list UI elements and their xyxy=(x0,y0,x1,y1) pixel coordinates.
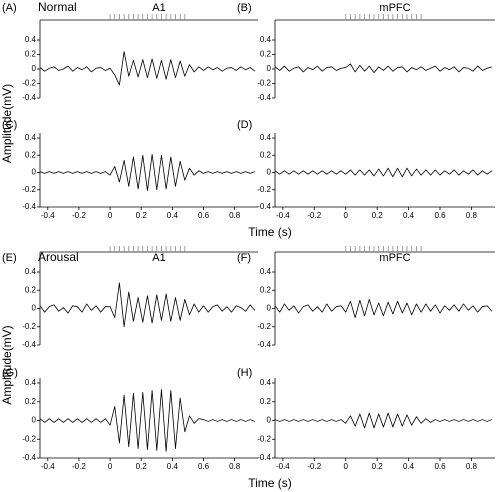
y-tick-label: 0 xyxy=(267,64,272,73)
x-tick-label: -0.2 xyxy=(72,462,86,471)
panel-label: (B) xyxy=(237,2,252,14)
x-tick-label: 0.8 xyxy=(466,211,478,220)
y-tick-label: 0.2 xyxy=(25,285,37,294)
y-tick-label: -0.4 xyxy=(22,202,36,211)
panel-label: (D) xyxy=(237,119,252,131)
x-tick-label: 0.2 xyxy=(372,462,384,471)
y-tick-label: 0.2 xyxy=(260,50,272,59)
y-tick-label: 0.4 xyxy=(260,35,272,44)
x-tick-label: 0 xyxy=(343,211,348,220)
y-tick-label: 0.2 xyxy=(25,150,37,159)
x-tick-label: -0.4 xyxy=(276,211,290,220)
y-tick-label: 0.4 xyxy=(25,35,37,44)
trace xyxy=(274,412,493,429)
condition-label: Normal xyxy=(38,0,77,14)
y-tick-label: 0.4 xyxy=(260,267,272,276)
y-tick-label: -0.2 xyxy=(22,322,36,331)
x-tick-label: -0.2 xyxy=(72,211,86,220)
y-tick-label: -0.2 xyxy=(22,434,36,443)
x-tick-label: -0.2 xyxy=(307,462,321,471)
y-tick-label: 0 xyxy=(32,304,37,313)
y-tick-label: 0 xyxy=(267,416,272,425)
y-axis-label: Amplitude(mV) xyxy=(0,84,14,163)
x-tick-label: 0.4 xyxy=(403,211,415,220)
panel-title: mPFC xyxy=(379,2,410,14)
x-tick-label: 0.2 xyxy=(372,211,384,220)
trace xyxy=(39,282,256,328)
x-tick-label: 0.8 xyxy=(229,211,241,220)
panel-label: (G) xyxy=(2,367,18,379)
y-tick-label: -0.4 xyxy=(22,93,36,102)
y-tick-label: 0.4 xyxy=(260,133,272,142)
y-tick-label: 0 xyxy=(32,168,37,177)
y-tick-label: -0.4 xyxy=(22,453,36,462)
panel-label: (C) xyxy=(2,119,17,131)
y-tick-label: 0.4 xyxy=(25,133,37,142)
y-tick-label: 0.2 xyxy=(260,397,272,406)
y-tick-label: 0.2 xyxy=(260,150,272,159)
y-tick-label: 0.4 xyxy=(260,378,272,387)
x-tick-label: 0.4 xyxy=(403,462,415,471)
y-tick-label: -0.2 xyxy=(22,79,36,88)
y-tick-label: 0 xyxy=(267,304,272,313)
condition-label: Arousal xyxy=(38,250,79,264)
y-tick-label: -0.4 xyxy=(257,202,271,211)
x-tick-label: 0.6 xyxy=(434,462,446,471)
y-tick-label: 0.2 xyxy=(260,285,272,294)
x-tick-label: -0.2 xyxy=(307,211,321,220)
x-tick-label: 0.8 xyxy=(466,462,478,471)
x-axis-label: Time (s) xyxy=(248,225,292,239)
x-tick-label: 0.2 xyxy=(136,211,148,220)
x-tick-label: 0 xyxy=(108,462,113,471)
y-tick-label: -0.2 xyxy=(22,185,36,194)
x-tick-label: -0.4 xyxy=(41,211,55,220)
y-tick-label: 0 xyxy=(267,168,272,177)
x-axis-label: Time (s) xyxy=(248,476,292,490)
y-tick-label: -0.4 xyxy=(22,340,36,349)
y-tick-label: -0.4 xyxy=(257,93,271,102)
x-tick-label: 0.4 xyxy=(167,211,179,220)
x-tick-label: 0.4 xyxy=(167,462,179,471)
x-tick-label: 0.2 xyxy=(136,462,148,471)
panel-label: (H) xyxy=(237,367,252,379)
y-tick-label: -0.2 xyxy=(257,79,271,88)
y-tick-label: 0 xyxy=(32,64,37,73)
trace xyxy=(39,153,256,192)
panel-title: mPFC xyxy=(379,252,410,264)
x-tick-label: 0.8 xyxy=(229,462,241,471)
x-tick-label: 0 xyxy=(343,462,348,471)
y-tick-label: -0.4 xyxy=(257,453,271,462)
y-tick-label: -0.2 xyxy=(257,322,271,331)
trace xyxy=(39,51,256,86)
x-tick-label: 0 xyxy=(108,211,113,220)
y-tick-label: 0.4 xyxy=(25,378,37,387)
panel-title: A1 xyxy=(152,252,165,264)
x-tick-label: 0.6 xyxy=(198,462,210,471)
y-tick-label: 0.2 xyxy=(25,50,37,59)
panel-label: (F) xyxy=(237,252,251,264)
panel-label: (E) xyxy=(2,252,17,264)
trace xyxy=(274,298,493,319)
panel-label: (A) xyxy=(2,2,17,14)
y-tick-label: 0 xyxy=(32,416,37,425)
trace xyxy=(274,63,492,74)
x-tick-label: -0.4 xyxy=(276,462,290,471)
panel-title: A1 xyxy=(152,2,165,14)
y-tick-label: -0.2 xyxy=(257,185,271,194)
x-tick-label: -0.4 xyxy=(41,462,55,471)
y-tick-label: 0.4 xyxy=(25,267,37,276)
y-axis-label: Amplitude(mV) xyxy=(0,325,14,404)
x-tick-label: 0.6 xyxy=(198,211,210,220)
trace xyxy=(39,389,256,452)
y-tick-label: -0.2 xyxy=(257,434,271,443)
y-tick-label: 0.2 xyxy=(25,397,37,406)
trace xyxy=(274,167,493,178)
x-tick-label: 0.6 xyxy=(434,211,446,220)
y-tick-label: -0.4 xyxy=(257,340,271,349)
